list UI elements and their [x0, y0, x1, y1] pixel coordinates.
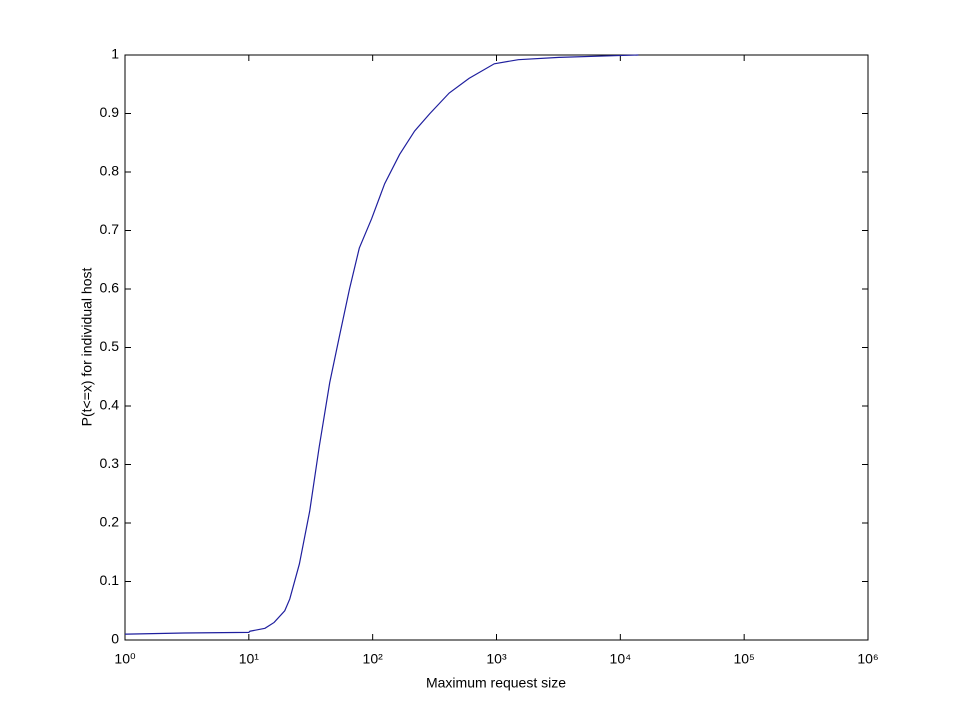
plot-frame [124, 54, 869, 641]
x-tick-label: 10² [363, 651, 384, 667]
x-tick-label: 10³ [486, 651, 507, 667]
y-tick-label: 0.5 [100, 338, 120, 354]
x-tick-label: 10⁵ [733, 651, 754, 667]
x-tick-label: 10⁴ [610, 651, 632, 667]
y-tick-label: 0.7 [100, 221, 120, 237]
y-axis-label: P(t<=x) for individual host [79, 268, 95, 427]
y-tick-label: 1 [111, 46, 119, 62]
y-tick-label: 0.2 [100, 514, 120, 530]
y-tick-label: 0.6 [100, 280, 120, 296]
x-tick-label: 10¹ [239, 651, 260, 667]
data-line [124, 54, 639, 635]
y-tick-label: 0 [111, 631, 119, 647]
x-tick-label: 10⁶ [857, 651, 878, 667]
y-tick-label: 0.1 [100, 572, 120, 588]
x-tick-label: 10⁰ [114, 651, 136, 667]
x-axis-label: Maximum request size [426, 675, 566, 691]
y-tick-label: 0.8 [100, 163, 120, 179]
y-tick-label: 0.9 [100, 104, 120, 120]
y-tick-label: 0.3 [100, 455, 120, 471]
y-tick-label: 0.4 [100, 397, 120, 413]
